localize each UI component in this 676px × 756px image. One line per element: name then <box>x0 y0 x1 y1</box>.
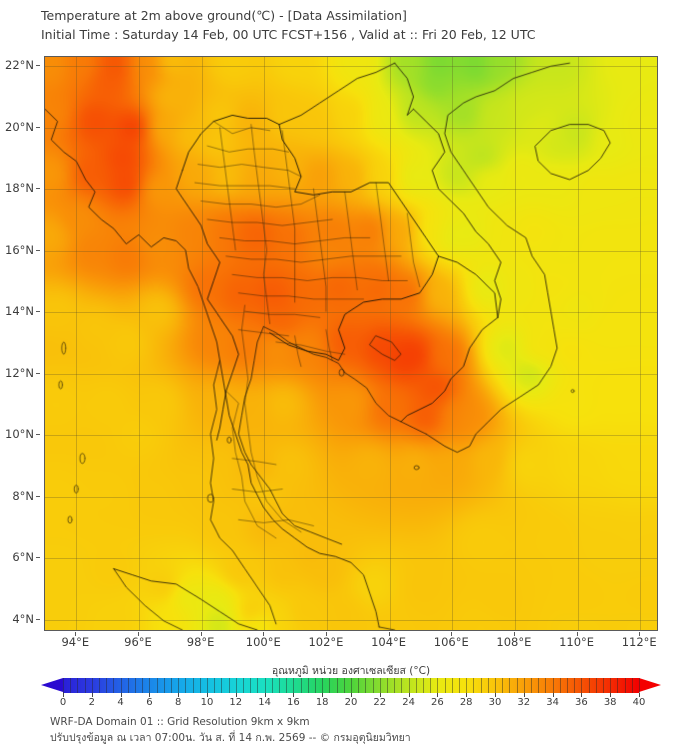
latitude-tick-label: 10°N <box>5 427 34 442</box>
longitude-tick-mark <box>576 632 578 636</box>
longitude-axis: 94°E 96°E 98°E 100°E 102°E 104°E 106°E 108°E 110… <box>44 632 658 654</box>
colorbar-tick-label: 14 <box>258 697 271 708</box>
colorbar-tick-label: 40 <box>632 697 646 708</box>
longitude-tick-label: 112°E <box>621 635 657 649</box>
latitude-tick-label: 14°N <box>5 304 34 319</box>
colorbar-under-arrow-icon <box>41 678 63 692</box>
colorbar-tick-label: 16 <box>287 697 300 708</box>
colorbar-over-arrow-icon <box>639 678 661 692</box>
longitude-tick-mark <box>137 632 139 636</box>
longitude-tick-label: 100°E <box>245 635 281 649</box>
colorbar-body <box>63 678 640 697</box>
colorbar-tick-label: 0 <box>59 697 67 708</box>
colorbar-tick-label: 4 <box>117 697 124 708</box>
latitude-tick-mark <box>36 65 40 67</box>
latitude-tick-mark <box>36 249 40 251</box>
longitude-tick-mark <box>451 632 453 636</box>
colorbar-tick-label: 30 <box>488 697 502 708</box>
longitude-tick-mark <box>75 632 77 636</box>
latitude-tick-label: 12°N <box>5 365 34 380</box>
temperature-map[interactable] <box>44 56 658 631</box>
longitude-tick-label: 94°E <box>61 635 90 649</box>
latitude-tick-mark <box>36 434 40 436</box>
colorbar-tick-label: 26 <box>431 697 444 708</box>
longitude-tick-mark <box>388 632 390 636</box>
colorbar-tick-label: 38 <box>603 697 617 708</box>
colorbar-tick-label: 20 <box>344 697 358 708</box>
latitude-tick-mark <box>36 495 40 497</box>
latitude-tick-mark <box>36 557 40 559</box>
longitude-tick-mark <box>200 632 202 636</box>
chart-subtitle: Initial Time : Saturday 14 Feb, 00 UTC F… <box>41 27 536 42</box>
latitude-tick-label: 8°N <box>12 488 34 503</box>
longitude-tick-mark <box>263 632 265 636</box>
page-title: Temperature at 2m above ground(℃) - [Dat… <box>41 8 407 23</box>
longitude-tick-label: 96°E <box>124 635 152 649</box>
latitude-tick-mark <box>36 188 40 190</box>
colorbar-tick-label: 10 <box>200 697 214 708</box>
colorbar-tick-label: 32 <box>517 697 531 708</box>
latitude-tick-mark <box>36 372 40 374</box>
colorbar-tick-label: 18 <box>315 697 329 708</box>
longitude-tick-label: 108°E <box>496 635 532 649</box>
latitude-tick-label: 18°N <box>5 181 34 196</box>
temperature-field-canvas <box>45 57 657 630</box>
latitude-tick-label: 20°N <box>5 119 34 134</box>
footer-block: WRF-DA Domain 01 :: Grid Resolution 9km … <box>50 714 650 746</box>
colorbar-tick-label: 22 <box>373 697 387 708</box>
latitude-tick-mark <box>36 311 40 313</box>
latitude-tick-label: 16°N <box>5 242 34 257</box>
longitude-tick-label: 104°E <box>371 635 407 649</box>
colorbar-tick-label: 8 <box>175 697 182 708</box>
colorbar-gradient <box>63 678 639 693</box>
colorbar-title: อุณหภูมิ หน่วย องศาเซลเซียส (°C) <box>271 665 431 677</box>
longitude-tick-mark <box>325 632 327 636</box>
colorbar-tick-label: 12 <box>229 697 243 708</box>
longitude-tick-mark <box>513 632 515 636</box>
chart-title-block: Temperature at 2m above ground(℃) - [Dat… <box>41 6 661 44</box>
colorbar-tick-label: 2 <box>88 697 95 708</box>
latitude-tick-label: 6°N <box>12 550 34 565</box>
latitude-tick-mark <box>36 126 40 128</box>
model-info-text: WRF-DA Domain 01 :: Grid Resolution 9km … <box>50 716 310 728</box>
latitude-tick-label: 22°N <box>5 58 34 73</box>
colorbar-tick-label: 28 <box>459 697 473 708</box>
longitude-tick-label: 98°E <box>186 635 215 649</box>
longitude-tick-label: 110°E <box>559 635 595 649</box>
colorbar-tick-label: 36 <box>575 697 588 708</box>
longitude-tick-mark <box>639 632 641 636</box>
latitude-axis: 4°N 6°N 8°N 10°N 12°N 14°N 16°N 18°N 20°N 22°N <box>0 56 40 631</box>
colorbar: อุณหภูมิ หน่วย องศาเซลเซียส (°C) 0 2 4 6 8 10… <box>41 662 661 708</box>
colorbar-tick-label: 24 <box>402 697 415 708</box>
colorbar-tick-label: 34 <box>546 697 559 708</box>
latitude-tick-mark <box>36 618 40 620</box>
update-credit-text: ปรับปรุงข้อมูล ณ เวลา 07:00น. วัน ส. ที่… <box>50 732 411 744</box>
colorbar-tick-label: 6 <box>146 697 153 708</box>
longitude-tick-label: 102°E <box>308 635 344 649</box>
longitude-tick-label: 106°E <box>433 635 469 649</box>
latitude-tick-label: 4°N <box>12 611 34 626</box>
